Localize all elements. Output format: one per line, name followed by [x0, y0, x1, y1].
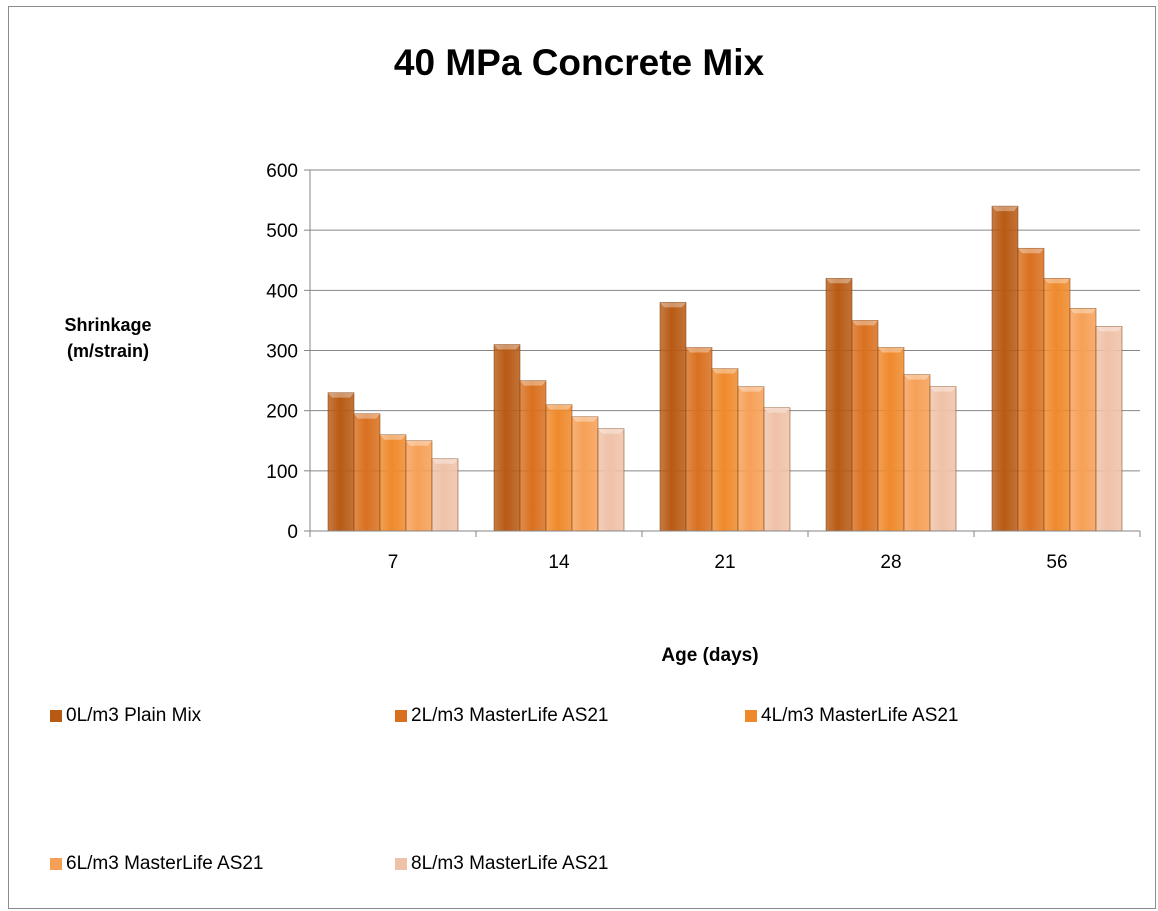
- bar-bevel: [380, 434, 406, 440]
- bar-bevel: [406, 440, 432, 446]
- bar-bevel: [826, 278, 852, 284]
- bar: [929, 386, 957, 532]
- x-axis-label: Age (days): [661, 645, 759, 666]
- chart-title: 40 MPa Concrete Mix: [393, 42, 765, 83]
- bar-bevel: [494, 344, 520, 350]
- y-tick-label: 100: [266, 462, 298, 483]
- x-tick-label: 7: [388, 552, 399, 573]
- y-tick-label: 500: [266, 221, 298, 242]
- legend-label: 8L/m3 MasterLife AS21: [411, 853, 609, 874]
- bar-bevel: [852, 320, 878, 326]
- legend-label: 4L/m3 MasterLife AS21: [761, 705, 959, 726]
- bar-bevel: [328, 392, 354, 398]
- y-tick-label: 200: [266, 402, 298, 423]
- bar: [1043, 278, 1071, 532]
- bar-bevel: [764, 407, 790, 413]
- bar-bevel: [432, 458, 458, 464]
- bar: [737, 386, 765, 532]
- bar-bevel: [520, 380, 546, 386]
- bar: [877, 347, 905, 532]
- bar-bevel: [878, 347, 904, 353]
- bars: [327, 205, 1123, 532]
- bar-bevel: [1018, 248, 1044, 254]
- bar-bevel: [712, 368, 738, 374]
- bar-bevel: [930, 386, 956, 392]
- bar-bevel: [660, 302, 686, 308]
- legend-swatch: [745, 710, 757, 722]
- bar-bevel: [992, 206, 1018, 212]
- legend-item: 2L/m3 MasterLife AS21: [395, 705, 609, 727]
- y-axis-label-line1: Shrinkage: [64, 315, 152, 335]
- bar-bevel: [598, 428, 624, 434]
- x-tick-label: 21: [714, 552, 735, 573]
- legend-label: 2L/m3 MasterLife AS21: [411, 705, 609, 726]
- y-tick-label: 600: [266, 161, 298, 182]
- bar: [825, 278, 853, 532]
- bar-bevel: [572, 416, 598, 422]
- bar: [711, 368, 739, 532]
- legend-item: 4L/m3 MasterLife AS21: [745, 705, 959, 727]
- y-tick-label: 300: [266, 342, 298, 363]
- legend-label: 6L/m3 MasterLife AS21: [66, 853, 264, 874]
- legend-item: 8L/m3 MasterLife AS21: [395, 853, 609, 875]
- bar: [493, 344, 521, 532]
- tick-labels: 0 100 200 300 400 500 600 7 14 21 28 56: [266, 161, 1067, 573]
- bar: [597, 428, 625, 532]
- bar-bevel: [546, 404, 572, 410]
- bar: [1069, 308, 1097, 532]
- bar: [1017, 247, 1045, 532]
- legend-label: 0L/m3 Plain Mix: [66, 705, 202, 726]
- bar: [353, 413, 381, 532]
- x-tick-label: 56: [1046, 552, 1067, 573]
- legend-swatch: [395, 858, 407, 870]
- y-tick-label: 0: [287, 522, 298, 543]
- y-axis-label-line2: (m/strain): [66, 341, 149, 361]
- bar: [659, 302, 687, 532]
- legend-item: 6L/m3 MasterLife AS21: [50, 853, 264, 875]
- bar: [903, 374, 931, 532]
- bar-bevel: [686, 347, 712, 353]
- x-tick-label: 14: [548, 552, 570, 573]
- legend-item: 0L/m3 Plain Mix: [50, 705, 201, 727]
- bar: [571, 416, 599, 532]
- bar-bevel: [354, 413, 380, 419]
- bar: [405, 440, 433, 532]
- bar: [1095, 326, 1123, 532]
- bar: [991, 205, 1019, 532]
- bar: [519, 380, 547, 532]
- legend-swatch: [50, 858, 62, 870]
- bar-bevel: [1096, 326, 1122, 332]
- x-tick-label: 28: [880, 552, 901, 573]
- bar: [545, 404, 573, 532]
- bar: [379, 434, 407, 532]
- bar-bevel: [1070, 308, 1096, 314]
- bar: [763, 407, 791, 532]
- bar: [431, 458, 459, 532]
- bar: [851, 320, 879, 532]
- y-axis-label: Shrinkage (m/strain): [28, 312, 188, 364]
- bar-bevel: [738, 386, 764, 392]
- bar-bevel: [1044, 278, 1070, 284]
- y-tick-label: 400: [266, 281, 298, 302]
- bar-bevel: [904, 374, 930, 380]
- legend-swatch: [50, 710, 62, 722]
- axes: [304, 169, 1141, 537]
- legend-swatch: [395, 710, 407, 722]
- bar: [685, 347, 713, 532]
- bar: [327, 392, 355, 532]
